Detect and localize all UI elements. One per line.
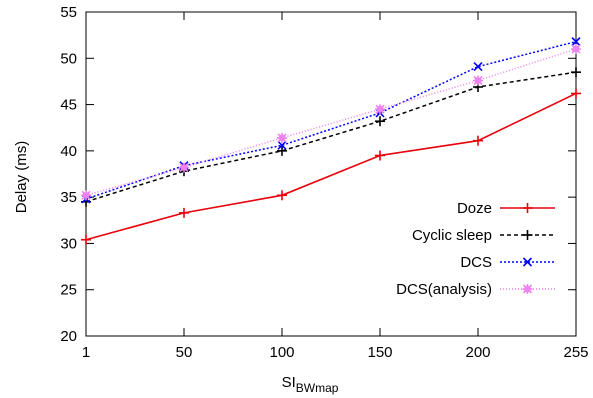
y-tick-label: 30: [60, 235, 77, 252]
series-point-3: [473, 75, 483, 86]
series-point-2: [277, 140, 287, 150]
series-point-3: [375, 104, 385, 115]
y-tick-label: 25: [60, 282, 77, 299]
legend-marker-0: [522, 203, 533, 213]
y-tick-label: 20: [60, 328, 77, 345]
x-axis-label-main: SI: [282, 374, 296, 391]
x-tick-label: 200: [465, 344, 490, 361]
series-point-3: [81, 190, 91, 201]
legend-label: Cyclic sleep: [412, 227, 492, 244]
series-point-3: [277, 132, 287, 143]
series-line-3: [85, 48, 577, 197]
series-point-0: [473, 135, 483, 146]
legend-label: DCS(analysis): [396, 281, 492, 298]
series-point-1: [571, 67, 581, 78]
legend-marker-3: [522, 284, 533, 294]
series-point-3: [571, 44, 581, 55]
y-tick-label: 35: [60, 189, 77, 206]
series-point-1: [277, 145, 287, 156]
series-point-2: [473, 62, 483, 72]
y-tick-label: 50: [60, 50, 77, 67]
legend-marker-1: [522, 230, 533, 240]
legend-label: DCS: [460, 254, 492, 271]
x-tick-label: 50: [176, 344, 193, 361]
y-tick-label: 55: [60, 4, 77, 21]
x-tick-label: 150: [367, 344, 392, 361]
series-point-0: [179, 207, 189, 218]
series-point-2: [571, 37, 581, 47]
series-point-0: [571, 88, 581, 99]
series-point-1: [375, 116, 385, 127]
series-point-0: [81, 234, 91, 245]
y-tick-label: 45: [60, 97, 77, 114]
plot-frame: [85, 11, 577, 337]
legend: Doze Cyclic sleep DCS DCS(analysis): [396, 200, 555, 298]
x-tick-label: 1: [82, 344, 90, 361]
x-axis-label-subscript: BWmap: [296, 381, 339, 395]
y-tick-label: 40: [60, 143, 77, 160]
series-line-1: [85, 71, 577, 203]
x-tick-label: 255: [563, 344, 588, 361]
series-line-2: [85, 40, 577, 200]
x-tick-label: 100: [269, 344, 294, 361]
x-axis-label: SIBWmap: [282, 374, 339, 395]
series-point-3: [179, 162, 189, 173]
series-point-0: [277, 190, 287, 201]
series-point-0: [375, 150, 385, 161]
legend-marker-2: [522, 257, 533, 267]
legend-label: Doze: [457, 200, 492, 217]
y-axis-label: Delay (ms): [13, 141, 30, 214]
series-line-0: [85, 92, 577, 241]
